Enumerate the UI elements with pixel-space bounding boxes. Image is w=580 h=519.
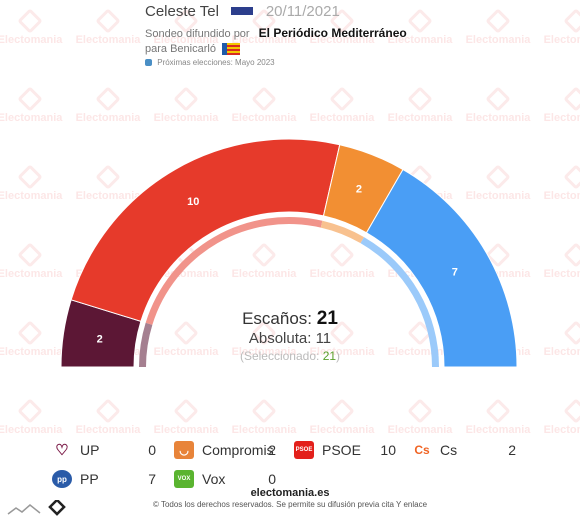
seats-total: 21 (316, 308, 338, 329)
seats-label: Escaños: (242, 309, 313, 328)
selected-value: 21 (322, 349, 337, 363)
segment-label-psoe: 10 (187, 196, 199, 208)
hemicycle-segment-psoe[interactable] (70, 138, 341, 322)
legend-party-name: Cs (440, 442, 458, 458)
hemicycle-segment-cs[interactable] (365, 168, 518, 368)
flag-icon (231, 6, 254, 15)
vox-logo-icon: VOX (174, 470, 194, 488)
legend-seat-value: 7 (148, 471, 156, 487)
legend-party-name: UP (80, 442, 100, 458)
legend-party-name: PSOE (322, 442, 361, 458)
legend-seat-value: 10 (380, 442, 396, 458)
next-election: Próximas elecciones: Mayo 2023 (157, 58, 275, 68)
legend-seat-value: 2 (268, 442, 276, 458)
cs-logo-icon: Cs (414, 443, 430, 457)
header: Celeste Tel 20/11/2021 Sondeo difundido … (145, 3, 545, 67)
copyright-text: © Todos los derechos reservados. Se perm… (152, 500, 428, 509)
inner-ring-segment-cs (360, 237, 439, 367)
majority-label: Absoluta: (248, 330, 312, 347)
majority-value: 11 (315, 330, 332, 347)
legend-seat-value: 2 (508, 442, 516, 458)
legend-item-cs[interactable]: Cs Cs (412, 440, 457, 460)
legend-item-vox[interactable]: VOX Vox (174, 469, 225, 489)
legend-seat-value: 0 (148, 442, 156, 458)
newspaper-name: El Periódico Mediterráneo (258, 26, 407, 40)
site-name: electomania.es (250, 487, 330, 499)
legend-party-name: Compromis (202, 442, 274, 458)
selected-label: (Seleccionado: (239, 349, 320, 363)
legend-seat-value: 0 (268, 471, 276, 487)
pp-logo-icon: pp (52, 470, 72, 488)
legend-item-pp[interactable]: pp PP (52, 469, 99, 489)
legend-item-psoe[interactable]: PSOE PSOE (294, 440, 361, 460)
inner-ring-segment-pp (139, 322, 153, 367)
heart-icon: ♡ (55, 441, 69, 459)
segment-label-cs: 7 (452, 266, 458, 278)
legend-item-up[interactable]: ♡ UP (52, 440, 99, 460)
seat-summary: Escaños: 21 Absoluta: 11 (Seleccionado: … (190, 308, 390, 363)
electomania-corner-logo-icon (7, 500, 66, 516)
inner-ring-segment-compromis (320, 220, 364, 244)
segment-label-pp: 2 (97, 333, 103, 345)
scope-label: para Benicarló (145, 43, 216, 55)
compromis-logo-icon: ◡ (174, 441, 194, 459)
pollster-name: Celeste Tel (145, 3, 219, 20)
footer: electomania.es © Todos los derechos rese… (0, 487, 580, 509)
published-prefix: Sondeo difundido por (145, 28, 250, 40)
legend-party-name: PP (80, 471, 99, 487)
inner-ring-segment-psoe (145, 217, 323, 325)
psoe-logo-icon: PSOE (294, 441, 314, 459)
ballot-box-icon (145, 59, 152, 67)
valencian-flag-icon (222, 43, 240, 56)
poll-date: 20/11/2021 (265, 3, 340, 20)
selected-close: ) (336, 349, 341, 363)
legend-item-compromis[interactable]: ◡ Compromis (174, 440, 274, 460)
legend-party-name: Vox (202, 471, 226, 487)
segment-label-compromis: 2 (356, 184, 362, 196)
